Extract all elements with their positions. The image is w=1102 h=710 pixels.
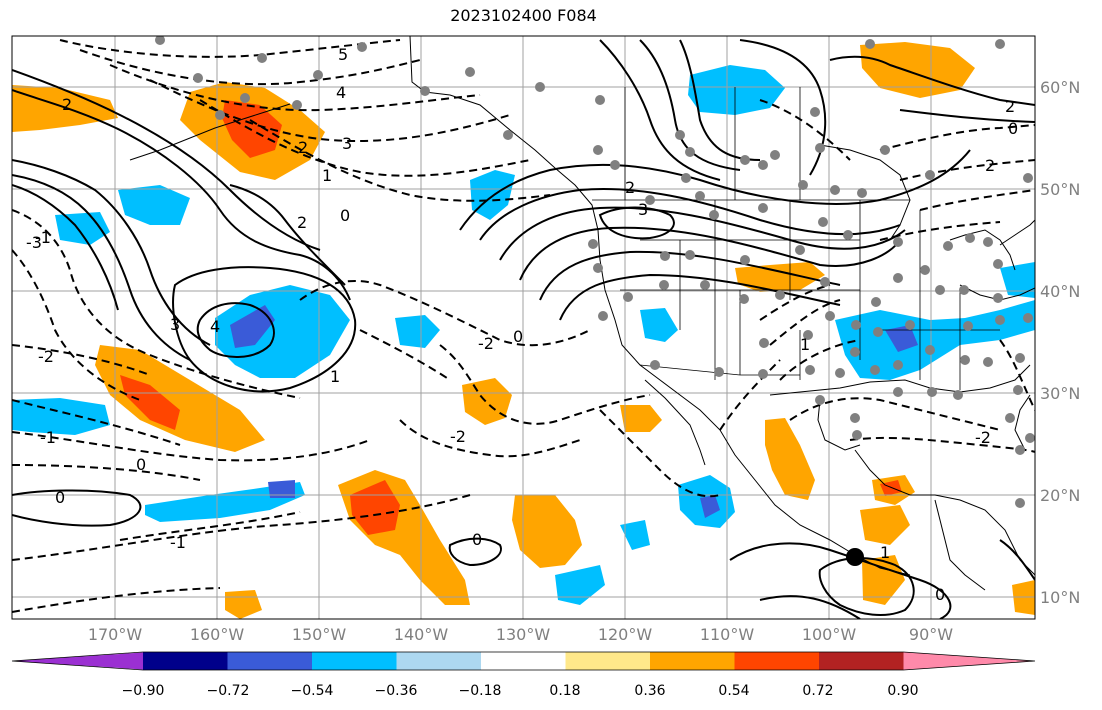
colorbar-extend-high [903,652,1035,670]
colorbar-segment [143,652,228,670]
lon-label-130w: 130°W [496,625,551,644]
contour-label: 2 [298,138,308,157]
colorbar-segment [396,652,482,670]
colorbar-tick-label: −0.36 [375,683,418,699]
lon-label-170w: 170°W [88,625,143,644]
colorbar-tick-label: 0.72 [802,683,833,699]
contour-label: 3 [638,200,648,219]
contour-label: 0 [472,530,482,549]
longitude-labels: 170°W 160°W 150°W 140°W 130°W 120°W 110°… [88,625,953,644]
colorbar-segment [650,652,735,670]
contour-label: -2 [450,427,466,446]
lon-label-150w: 150°W [292,625,347,644]
solid-contours [12,39,1035,619]
colorbar-tick-label: −0.18 [459,683,502,699]
contour-label: 1 [330,367,340,386]
contour-label: 3 [342,134,352,153]
colorbar-tick-label: 0.54 [718,683,749,699]
contour-label: 4 [336,83,346,102]
lon-label-110w: 110°W [700,625,755,644]
coastlines [129,36,1035,591]
contour-label: 2 [625,178,635,197]
lat-label-30n: 30°N [1040,384,1080,403]
contour-label: 0 [1008,119,1018,138]
lat-label-10n: 10°N [1040,588,1080,607]
contour-label: -3 [26,233,42,252]
colorbar-segment [819,652,904,670]
lon-label-120w: 120°W [598,625,653,644]
contour-label: 0 [935,585,945,604]
lon-label-160w: 160°W [190,625,245,644]
colorbar-segment [481,652,566,670]
colorbar [11,651,1036,671]
colorbar-segment [734,652,820,670]
colorbar-tick-labels: −0.90 −0.72 −0.54 −0.36 −0.18 0.18 0.36 … [122,683,919,699]
contour-label: 0 [55,488,65,507]
contour-label: 1 [880,543,890,562]
contour-label: 0 [513,327,523,346]
contour-label: -1 [35,228,51,247]
lon-label-100w: 100°W [802,625,857,644]
lon-label-140w: 140°W [394,625,449,644]
contour-label: 0 [340,206,350,225]
map-frame [11,35,1036,620]
colorbar-segment [227,652,313,670]
contour-label: -2 [478,334,494,353]
contour-label: -2 [38,347,54,366]
colorbar-outline [11,651,1036,671]
contour-label: 4 [210,317,220,336]
highlight-marker [846,548,864,566]
borders [592,87,1000,390]
contour-label: -1 [40,428,56,447]
colorbar-tick-label: −0.54 [291,683,334,699]
colorbar-segment [312,652,397,670]
contour-label: 1 [322,166,332,185]
contour-label: 2 [1005,97,1015,116]
contour-label: 3 [170,315,180,334]
lat-label-60n: 60°N [1040,78,1080,97]
lat-label-20n: 20°N [1040,486,1080,505]
contour-labels: 5 4 3 2 1 0 -1 -2 -3 4 3 2 1 0 -1 -2 2 3… [26,45,1018,604]
map-title: 2023102400 F084 [450,6,597,25]
contour-label: 0 [136,455,146,474]
latitude-labels: 60°N 50°N 40°N 30°N 20°N 10°N [1040,78,1080,607]
contour-label: -1 [170,533,186,552]
contour-label: 2 [297,213,307,232]
colorbar-tick-label: −0.90 [122,683,165,699]
contour-label: -2 [975,428,991,447]
contour-label: 2 [62,95,72,114]
contour-label: 5 [338,45,348,64]
lat-label-40n: 40°N [1040,282,1080,301]
shaded-anomalies [12,42,1035,619]
lon-label-90w: 90°W [909,625,953,644]
colorbar-tick-label: 0.36 [634,683,665,699]
contour-label: 1 [800,335,810,354]
colorbar-tick-label: −0.72 [207,683,250,699]
colorbar-extend-low [12,652,151,670]
contour-label: 2 [985,156,995,175]
colorbar-tick-label: 0.18 [549,683,580,699]
station-markers [155,36,1035,508]
colorbar-segment [565,652,651,670]
lat-label-50n: 50°N [1040,180,1080,199]
colorbar-tick-label: 0.90 [887,683,918,699]
